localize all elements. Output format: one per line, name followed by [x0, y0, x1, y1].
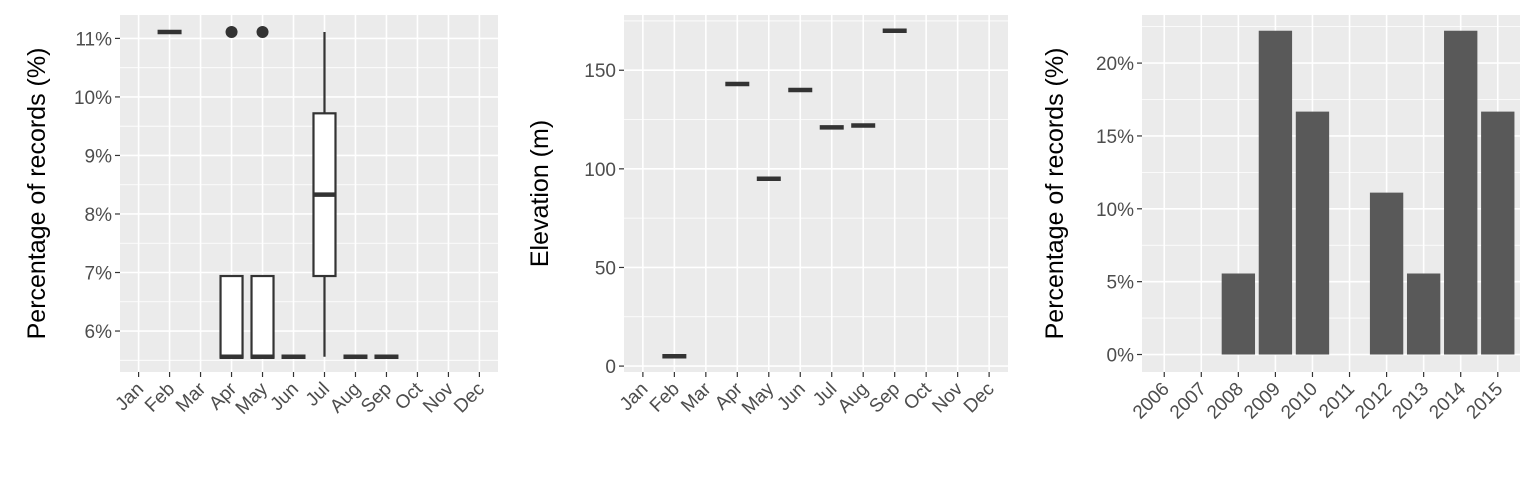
- x-tick-label: 2013: [1388, 379, 1433, 424]
- x-tick-label: 2009: [1240, 379, 1285, 424]
- x-tick-label: Sep: [865, 379, 904, 418]
- x-tick-label: Sep: [357, 379, 396, 418]
- y-axis-title: Percentage of records (%): [1041, 48, 1069, 340]
- y-tick-label: 6%: [85, 322, 113, 343]
- box-may: [250, 25, 275, 360]
- y-tick-label: 20%: [1096, 54, 1134, 75]
- yearly-percentage-bar-chart: 0%5%10%15%20%200620072008200920102011201…: [1041, 15, 1520, 423]
- x-tick-label: Mar: [677, 378, 715, 416]
- monthly-percentage-boxplot: 6%7%8%9%10%11%JanFebMarAprMayJunJulAugSe…: [23, 15, 498, 419]
- x-tick-label: Mar: [172, 378, 210, 416]
- y-tick-label: 8%: [85, 205, 113, 226]
- x-tick-label: 2007: [1166, 379, 1211, 424]
- x-tick-label: 2010: [1277, 379, 1322, 424]
- y-tick-label: 7%: [85, 264, 113, 285]
- y-axis-title: Elevation (m): [526, 120, 554, 267]
- x-tick-label: 2012: [1351, 379, 1396, 424]
- x-tick-label: May: [738, 378, 779, 419]
- y-tick-label: 10%: [74, 88, 112, 109]
- y-tick-label: 15%: [1096, 127, 1134, 148]
- x-tick-label: Feb: [646, 379, 684, 417]
- y-tick-label: 11%: [75, 29, 112, 50]
- plot-panel-background: [120, 15, 498, 372]
- bar-2009: [1258, 30, 1293, 355]
- x-tick-label: 2008: [1203, 379, 1248, 424]
- box-body: [250, 274, 275, 358]
- x-tick-label: Oct: [900, 378, 936, 414]
- y-tick-label: 50: [595, 258, 616, 279]
- x-tick-label: May: [232, 378, 273, 419]
- plot-panel-background: [624, 15, 1008, 372]
- y-tick-label: 0%: [1107, 346, 1135, 367]
- outlier-point: [256, 25, 269, 38]
- x-tick-label: Feb: [141, 379, 179, 417]
- bar-2008: [1221, 273, 1256, 355]
- outlier-point: [225, 25, 238, 38]
- box-apr: [219, 25, 244, 360]
- x-tick-label: Nov: [419, 378, 458, 417]
- bar-2015: [1481, 111, 1515, 355]
- x-tick-label: 2015: [1463, 379, 1508, 424]
- x-tick-label: 2006: [1129, 379, 1174, 424]
- x-tick-label: Jun: [267, 379, 304, 416]
- bar-2012: [1369, 192, 1404, 355]
- x-tick-label: Jan: [112, 379, 149, 416]
- box-jul: [312, 31, 337, 357]
- x-tick-label: 2011: [1315, 379, 1359, 423]
- x-tick-label: Dec: [450, 379, 489, 418]
- bar-2013: [1406, 273, 1441, 355]
- y-axis-title: Percentage of records (%): [23, 48, 51, 340]
- y-tick-label: 10%: [1096, 200, 1134, 221]
- x-tick-label: Jan: [616, 379, 653, 416]
- bar-2010: [1295, 111, 1330, 355]
- box-body: [219, 274, 244, 358]
- x-tick-label: Aug: [834, 379, 873, 418]
- x-tick-label: Dec: [960, 379, 999, 418]
- y-tick-label: 100: [584, 160, 616, 181]
- x-tick-label: Nov: [928, 378, 967, 417]
- x-tick-label: 2014: [1425, 378, 1470, 423]
- x-tick-label: Oct: [391, 378, 427, 414]
- x-tick-label: Jun: [773, 379, 810, 416]
- x-tick-label: Aug: [326, 379, 365, 418]
- y-tick-label: 9%: [85, 146, 113, 167]
- y-tick-label: 5%: [1107, 273, 1135, 294]
- bar-2014: [1444, 30, 1478, 355]
- y-tick-label: 150: [584, 61, 616, 82]
- y-tick-label: 0: [605, 357, 616, 378]
